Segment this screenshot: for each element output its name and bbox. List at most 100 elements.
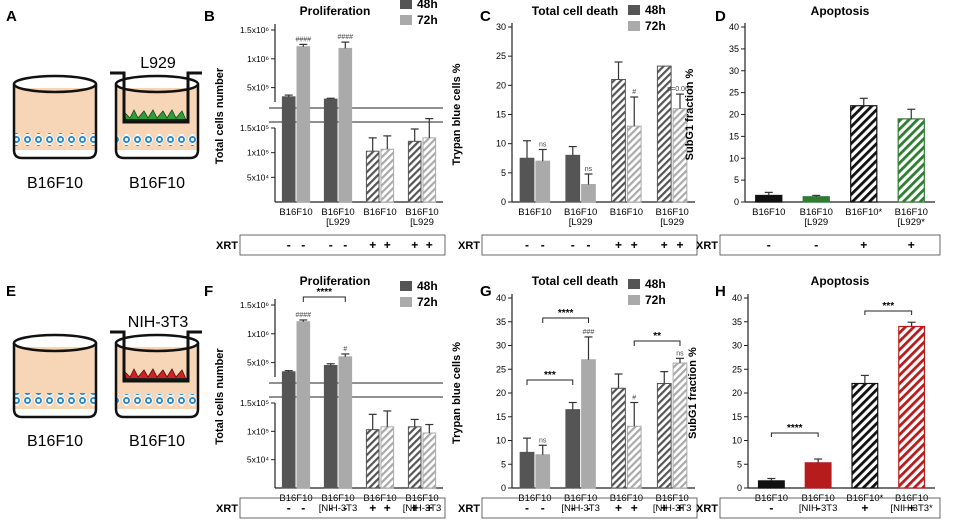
xrt-sign: - (586, 238, 590, 252)
xrt-sign: + (615, 501, 622, 515)
y-tick-label: 25 (496, 364, 506, 374)
category-label: [L929 (569, 217, 593, 228)
insert-label-l929: L929 (140, 55, 176, 72)
xrt-sign: + (908, 238, 915, 252)
y-tick-label: 25 (732, 364, 742, 374)
xrt-sign: + (369, 501, 376, 515)
panel-letter-f: F (204, 283, 213, 300)
y-tick-label: 1x10⁶ (247, 54, 269, 64)
y-tick-label: 40 (496, 293, 506, 303)
well-rim (114, 74, 200, 94)
category-label: B16F10 (895, 493, 928, 504)
category-label: B16F10 (321, 207, 354, 218)
category-label: [NIH-3T3* (891, 503, 934, 514)
significance-stars: **** (317, 287, 333, 298)
significance-mark: # (632, 395, 636, 402)
category-label: B16F10 (655, 493, 688, 504)
bar (898, 325, 926, 489)
bar-48h (611, 387, 626, 489)
y-tick-label: 35 (732, 317, 742, 327)
well-coculture-nih3t3: NIH-3T3 (110, 314, 202, 419)
legend-label-72h: 72h (645, 19, 666, 33)
well-label: B16F10 (129, 433, 185, 450)
significance-mark: # (343, 346, 347, 353)
y-tick-label: 5 (501, 168, 506, 178)
xrt-row-box (481, 234, 698, 256)
legend-label-48h: 48h (417, 279, 438, 293)
schematic-bottom: E NIH-3T3 B16F10 B16F10 (6, 283, 202, 450)
legend-swatch-72h (400, 15, 412, 25)
panel-letter-d: D (715, 8, 726, 25)
significance-mark: ns (585, 166, 593, 173)
bar-72h (626, 425, 642, 489)
y-tick-label: 1.5x10⁶ (240, 25, 269, 35)
significance-mark: #### (296, 312, 312, 319)
y-tick-label: 5 (737, 459, 742, 469)
y-tick-label: 10 (732, 436, 742, 446)
chart-title: Total cell death (532, 274, 618, 288)
significance-bracket (526, 379, 574, 385)
y-tick-label: 35 (729, 44, 739, 54)
y-axis-title: Total cells number (214, 67, 226, 164)
significance-stars: *** (544, 370, 556, 381)
b16f10-cell-layer (116, 134, 198, 146)
xrt-sign: - (329, 238, 333, 252)
panel-letter-a: A (6, 8, 17, 25)
category-label: [NIH-3T3 (561, 503, 600, 514)
xrt-sign: + (615, 238, 622, 252)
category-label: [L929 (326, 217, 350, 228)
bar-48h (656, 383, 672, 489)
xrt-sign: - (287, 238, 291, 252)
xrt-sign: - (816, 501, 820, 515)
y-tick-label: 20 (729, 110, 739, 120)
y-tick-label: 5x10⁴ (247, 172, 269, 182)
xrt-label: XRT (696, 240, 718, 252)
b16f10-cell-layer (14, 393, 96, 406)
y-tick-label: 1.5x10⁵ (240, 398, 269, 408)
xrt-sign: - (586, 501, 590, 515)
nih3t3-cell-layer (123, 368, 187, 380)
bar-48h (281, 371, 296, 489)
xrt-row-box (239, 234, 446, 256)
legend-swatch-72h (628, 21, 640, 31)
xrt-sign: + (676, 501, 683, 515)
category-label: [NIH-3T3 (319, 503, 358, 514)
significance-stars: **** (787, 423, 803, 434)
y-axis-title: Trypan blue cells % (451, 342, 463, 444)
significance-mark: #### (296, 36, 312, 43)
b16f10-cell-layer (14, 133, 96, 146)
b16f10-cell-layer (116, 394, 198, 406)
category-label: B16F10 (279, 207, 312, 218)
xrt-sign: + (861, 501, 868, 515)
y-tick-label: 25 (729, 88, 739, 98)
y-tick-label: 20 (732, 388, 742, 398)
bar-48h (365, 429, 380, 489)
chart-title: Apoptosis (811, 274, 870, 288)
chart-title: Proliferation (300, 4, 371, 18)
panel-letter-g: G (480, 283, 492, 300)
bar (897, 118, 925, 203)
y-tick-label: 30 (732, 341, 742, 351)
bar (755, 194, 783, 203)
well-rim (12, 74, 98, 94)
bar-72h (626, 125, 642, 203)
category-label: B16F10 (518, 207, 551, 218)
bar-48h (565, 409, 581, 489)
category-label: B16F10 (752, 207, 785, 218)
bar-72h (581, 184, 596, 203)
significance-bracket (770, 432, 819, 437)
xrt-sign: + (661, 238, 668, 252)
insert-label-nih3t3: NIH-3T3 (128, 314, 189, 331)
category-label: B16F10 (755, 493, 788, 504)
significance-mark: #### (338, 34, 354, 41)
y-tick-label: 40 (729, 22, 739, 32)
xrt-sign: - (343, 501, 347, 515)
legend-swatch-48h (400, 0, 412, 9)
xrt-sign: + (860, 238, 867, 252)
legend-swatch-48h (628, 279, 640, 289)
chart-title: Proliferation (300, 274, 371, 288)
y-tick-label: 5x10⁵ (247, 83, 269, 93)
category-label: B16F10 (800, 207, 833, 218)
well-rim (114, 333, 200, 353)
significance-stars: **** (558, 308, 574, 319)
